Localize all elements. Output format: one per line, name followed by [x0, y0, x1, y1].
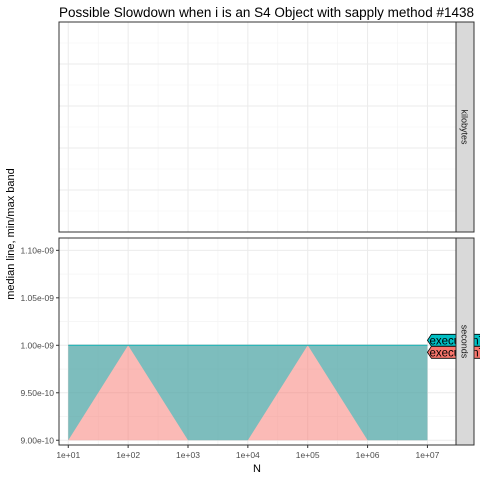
- x-tick-label: 1e+06: [356, 450, 380, 460]
- y-tick-label: 1.10e-09: [20, 245, 54, 255]
- facet-panel-kilobytes: kilobytes: [58, 21, 475, 233]
- x-tick-label: 1e+03: [176, 450, 200, 460]
- facet-panel-seconds: executionTime2executionTime1 seconds: [58, 237, 480, 446]
- y-tick-label: 9.00e-10: [20, 435, 54, 445]
- x-tick-label: 1e+07: [416, 450, 440, 460]
- strip-kilobytes: [455, 21, 475, 233]
- gridlines-kilobytes: [59, 22, 456, 232]
- y-axis: 9.00e-10 9.50e-10 1.00e-09 1.05e-09 1.10e-09: [20, 245, 59, 445]
- y-tick-label: 9.50e-10: [20, 388, 54, 398]
- x-tick-label: 1e+05: [296, 450, 320, 460]
- strip-label-seconds: seconds: [460, 325, 470, 359]
- x-axis: 1e+01 1e+02 1e+03 1e+04 1e+05 1e+06 1e+07: [56, 445, 440, 460]
- band-executionTime2: [68, 345, 428, 441]
- strip-label-kilobytes: kilobytes: [460, 109, 470, 145]
- y-axis-label: median line, min/max band: [5, 168, 17, 299]
- y-tick-label: 1.00e-09: [20, 340, 54, 350]
- strip-seconds: [455, 237, 475, 446]
- chart-title: Possible Slowdown when i is an S4 Object…: [59, 5, 474, 20]
- series-bands: [68, 345, 428, 441]
- x-tick-label: 1e+01: [56, 450, 80, 460]
- y-tick-label: 1.05e-09: [20, 293, 54, 303]
- x-tick-label: 1e+04: [236, 450, 260, 460]
- x-axis-label: N: [253, 463, 261, 475]
- x-tick-label: 1e+02: [116, 450, 140, 460]
